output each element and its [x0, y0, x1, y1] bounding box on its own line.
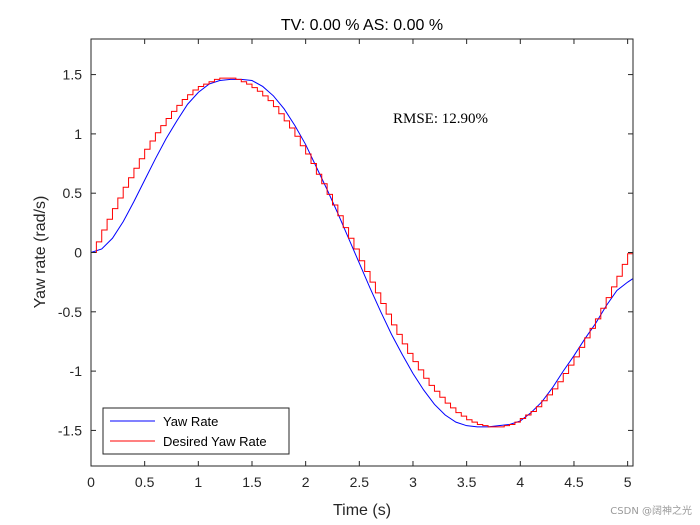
x-tick-label: 2.5 [350, 474, 370, 490]
x-tick-label: 3.5 [457, 474, 477, 490]
x-tick-label: 1.5 [242, 474, 262, 490]
y-tick-label: 1.5 [63, 67, 83, 83]
x-tick-label: 4.5 [564, 474, 584, 490]
legend-label-yaw-rate: Yaw Rate [163, 414, 218, 429]
ticks-layer: 0 0.5 1 1.5 2 2.5 3 3.5 4 4.5 5 -1.5 -1 -0.5 0 0.5 1 1.5 [58, 39, 633, 490]
x-tick-label: 3 [409, 474, 417, 490]
legend-label-desired-yaw-rate: Desired Yaw Rate [163, 434, 267, 449]
chart-title: TV: 0.00 % AS: 0.00 % [281, 17, 443, 34]
series-layer [90, 77, 634, 428]
y-tick-label: 1 [74, 126, 82, 142]
x-tick-label: 0.5 [135, 474, 155, 490]
y-tick-label: 0 [74, 245, 82, 261]
x-axis-label: Time (s) [333, 502, 391, 519]
x-tick-label: 4 [516, 474, 524, 490]
x-tick-label: 0 [87, 474, 95, 490]
rmse-annotation: RMSE: 12.90% [393, 111, 488, 127]
legend: Yaw Rate Desired Yaw Rate [102, 407, 290, 455]
x-tick-label: 5 [624, 474, 632, 490]
watermark: CSDN @阔神之光 [610, 504, 692, 517]
y-tick-label: -1.5 [58, 422, 82, 438]
legend-box [102, 407, 290, 455]
series-line-desired-yaw-rate [91, 77, 634, 428]
y-axis-label: Yaw rate (rad/s) [32, 196, 49, 309]
x-tick-label: 1 [194, 474, 202, 490]
y-tick-label: -1 [70, 363, 83, 379]
plot-area [91, 39, 633, 466]
x-tick-label: 2 [302, 474, 310, 490]
y-tick-label: 0.5 [63, 185, 83, 201]
y-tick-label: -0.5 [58, 304, 82, 320]
